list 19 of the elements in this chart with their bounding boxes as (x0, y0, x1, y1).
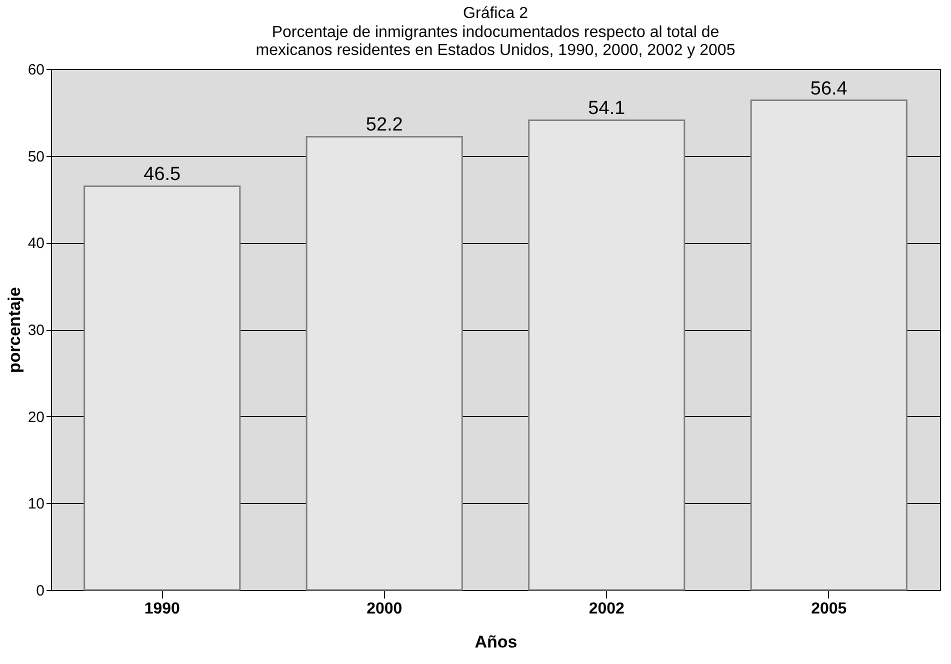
x-tick-label: 2002 (588, 600, 625, 618)
y-tick-label: 20 (28, 408, 44, 426)
x-axis-title: Años (474, 632, 518, 652)
y-tick-label: 10 (28, 496, 44, 513)
y-tick-label: 60 (28, 62, 44, 78)
data-label: 52.2 (366, 114, 403, 136)
data-label: 46.5 (144, 164, 181, 186)
y-tick-label: 30 (28, 322, 44, 339)
chart-title: Gráfica 2 (463, 5, 528, 22)
x-tick-label: 1990 (144, 600, 180, 618)
chart-subtitle: Porcentaje de inmigrantes indocumentados respecto al total de mexicanos residentes en Estados Unidos, 1990, 2000, 2002 y 2005 (256, 24, 736, 59)
y-tick-label: 50 (28, 148, 44, 166)
data-label: 54.1 (588, 98, 626, 120)
y-tick-label: 0 (36, 582, 44, 600)
y-axis-title: porcentaje (4, 287, 24, 373)
data-label: 56.4 (810, 78, 848, 100)
x-tick-label: 2000 (366, 600, 402, 618)
x-tick-label: 2005 (811, 600, 847, 618)
y-tick-label: 40 (28, 235, 44, 252)
